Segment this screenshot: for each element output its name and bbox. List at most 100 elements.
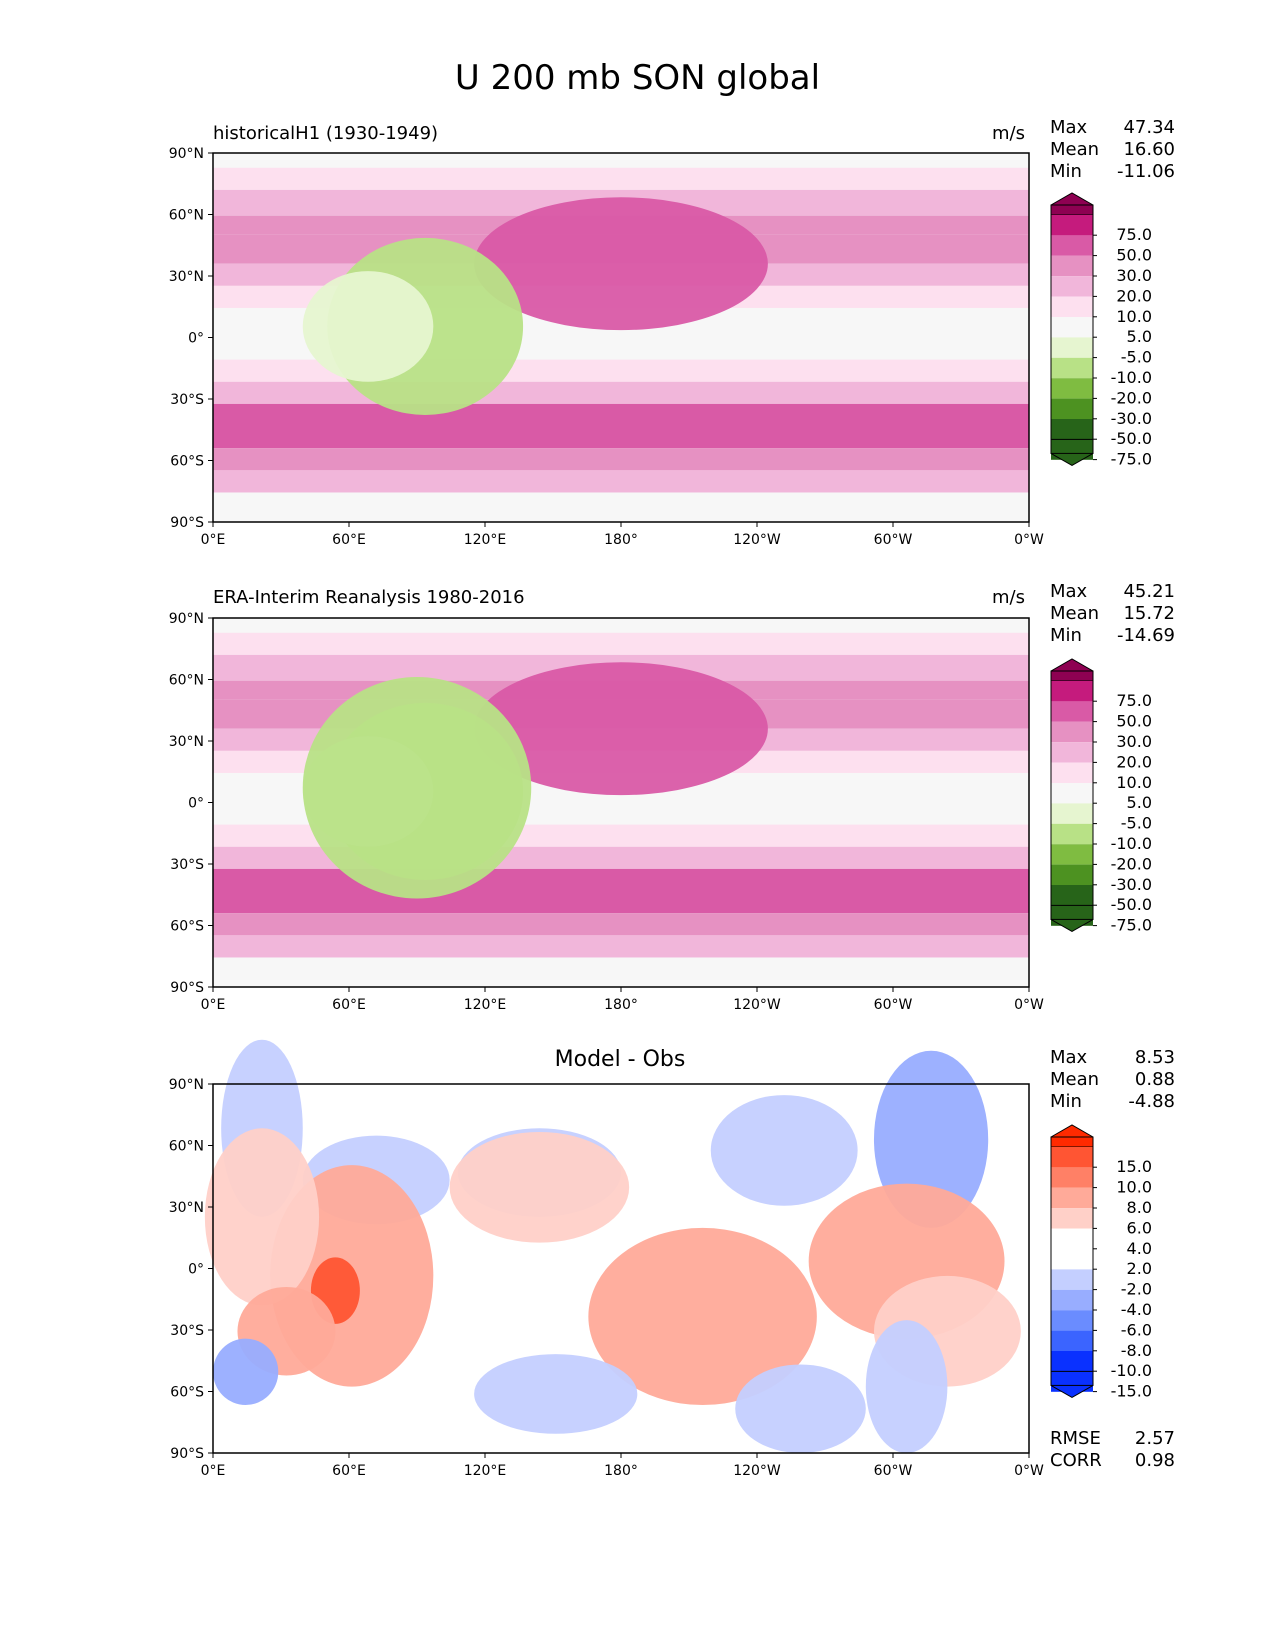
colorbar-segment: [1051, 701, 1093, 722]
lat-tick-label: 30°N: [169, 734, 204, 750]
colorbar-label: 2.0: [1127, 1259, 1152, 1278]
corr-label: CORR: [1050, 1450, 1102, 1471]
contour-band: [213, 618, 1029, 633]
panel-title: Model - Obs: [554, 1047, 686, 1072]
panel-era-interim: ERA-Interim Reanalysis 1980-2016 m/s Max…: [169, 581, 1175, 1010]
colorbar-segment: [1051, 215, 1093, 236]
colorbar-label: 50.0: [1116, 712, 1152, 731]
colorbar-label: -50.0: [1111, 429, 1152, 448]
colorbar-cap-top: [1050, 1124, 1094, 1148]
lon-tick-label: 60°W: [874, 532, 913, 548]
colorbar-segment: [1051, 1310, 1093, 1331]
lat-tick-label: 90°N: [169, 611, 204, 627]
colorbar-segment: [1051, 419, 1093, 440]
colorbar-segment: [1051, 1289, 1093, 1311]
contour-feature: [865, 1320, 948, 1453]
colorbar-segment: [1051, 823, 1093, 845]
colorbar-segment: [1051, 296, 1093, 317]
lon-tick-label: 0°W: [1014, 532, 1044, 548]
contour-feature: [873, 1050, 989, 1228]
colorbar-segment: [1051, 1330, 1093, 1351]
colorbar-label: 6.0: [1127, 1218, 1152, 1237]
lon-tick-label: 180°: [604, 532, 638, 548]
colorbar-frame: [1050, 1136, 1094, 1386]
contour-feature: [302, 677, 532, 899]
colorbar-segment: [1051, 681, 1093, 702]
colorbar-segment: [1051, 1187, 1093, 1209]
contour-band: [213, 957, 1029, 987]
lat-tick-label: 60°N: [169, 673, 204, 689]
colorbar-label: -10.0: [1111, 368, 1152, 387]
stat-mean-label: Mean: [1050, 139, 1100, 160]
colorbar-segment: [1051, 337, 1093, 358]
colorbar-label: -6.0: [1121, 1320, 1152, 1339]
colorbar-segment: [1051, 864, 1093, 885]
colorbar-segment: [1051, 317, 1093, 338]
contour-feature: [735, 1364, 866, 1453]
stat-max-value: 8.53: [1134, 1047, 1175, 1068]
stat-min-value: -11.06: [1116, 161, 1175, 182]
lat-tick-label: 60°S: [170, 454, 204, 470]
lat-tick-label: 30°N: [169, 269, 204, 285]
colorbar-segment: [1051, 1167, 1093, 1188]
lat-tick-label: 90°N: [169, 146, 204, 162]
contour-feature: [588, 1227, 817, 1406]
colorbar-segment: [1051, 783, 1093, 804]
colorbar-label: 75.0: [1116, 225, 1152, 244]
colorbar-label: 5.0: [1127, 793, 1152, 812]
stat-mean-value: 16.60: [1123, 139, 1175, 160]
colorbar-label: 30.0: [1116, 266, 1152, 285]
lat-tick-label: 90°S: [170, 980, 204, 996]
lat-tick-label: 0°: [188, 1262, 204, 1278]
panel-title: ERA-Interim Reanalysis 1980-2016: [213, 587, 525, 608]
units-label: m/s: [992, 123, 1025, 144]
colorbar-label: -30.0: [1111, 409, 1152, 428]
contour-band: [213, 913, 1029, 936]
lat-tick-label: 90°S: [170, 515, 204, 531]
units-label: m/s: [992, 587, 1025, 608]
lon-tick-label: 0°W: [1014, 1463, 1044, 1479]
colorbar-label: -10.0: [1111, 834, 1152, 853]
contour-feature: [474, 662, 768, 796]
colorbar-label: -30.0: [1111, 875, 1152, 894]
colorbar-label: -2.0: [1121, 1280, 1152, 1299]
lat-tick-label: 30°S: [170, 392, 204, 408]
colorbar-label: 50.0: [1116, 246, 1152, 265]
colorbar-segment: [1051, 276, 1093, 297]
colorbar-label: 4.0: [1127, 1239, 1152, 1258]
lat-tick-label: 60°N: [169, 208, 204, 224]
colorbar-segment: [1051, 885, 1093, 906]
stat-mean-value: 0.88: [1134, 1069, 1175, 1090]
colorbar-segment: [1051, 255, 1093, 277]
contour-band: [213, 632, 1029, 655]
colorbar-label: -15.0: [1111, 1382, 1152, 1401]
lon-tick-label: 0°W: [1014, 997, 1044, 1010]
colorbar-segment: [1051, 357, 1093, 379]
stat-min-label: Min: [1050, 1091, 1082, 1112]
colorbar-label: -50.0: [1111, 895, 1152, 914]
stat-max-label: Max: [1050, 1047, 1088, 1068]
panel-model-minus-obs: Model - Obs Max 8.53 Mean 0.88 Min -4.88…: [169, 1039, 1175, 1479]
lat-tick-label: 0°: [188, 331, 204, 347]
contour-feature: [474, 197, 768, 331]
colorbar-label: -8.0: [1121, 1341, 1152, 1360]
map-model-minus-obs: 0°E 60°E 120°E 180° 120°W 60°W 0°W 90°N 60°N 30°N…: [169, 1039, 1152, 1479]
lat-tick-label: 60°N: [169, 1139, 204, 1155]
colorbar-label: 30.0: [1116, 732, 1152, 751]
lon-tick-label: 120°E: [464, 1463, 507, 1479]
colorbar-label: -5.0: [1121, 814, 1152, 833]
contour-band: [213, 935, 1029, 958]
stat-min-value: -4.88: [1128, 1091, 1175, 1112]
lon-tick-label: 60°W: [874, 997, 913, 1010]
corr-value: 0.98: [1134, 1450, 1175, 1471]
lon-tick-label: 60°E: [332, 1463, 366, 1479]
contour-feature: [302, 271, 434, 382]
map-era-interim: 0°E 60°E 120°E 180° 120°W 60°W 0°W 90°N 60°N 30°N…: [169, 611, 1152, 1010]
contour-feature: [474, 1354, 638, 1434]
lat-tick-label: 90°N: [169, 1077, 204, 1093]
colorbar-segment: [1051, 398, 1093, 419]
stat-max-value: 45.21: [1123, 581, 1175, 602]
lon-tick-label: 180°: [604, 997, 638, 1010]
colorbar-segment: [1051, 721, 1093, 743]
colorbar-label: -75.0: [1111, 916, 1152, 935]
